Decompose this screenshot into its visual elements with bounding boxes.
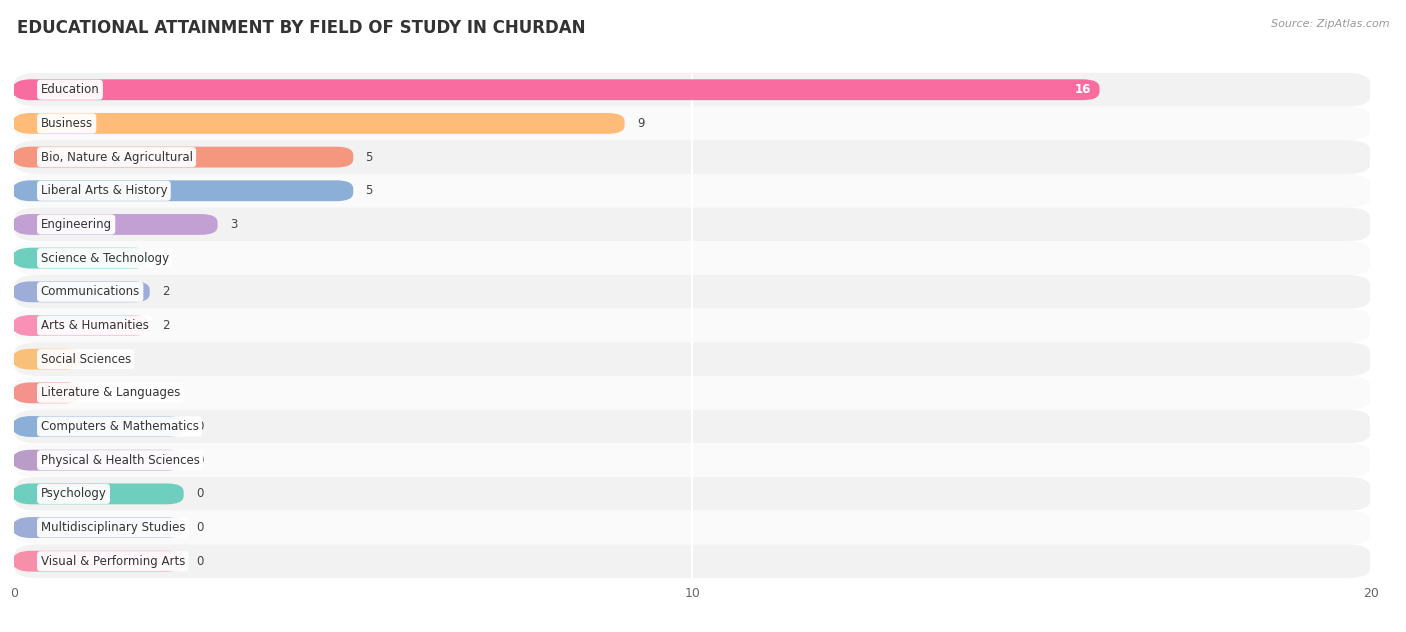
- Text: 5: 5: [366, 150, 373, 164]
- FancyBboxPatch shape: [14, 113, 624, 134]
- Text: Engineering: Engineering: [41, 218, 111, 231]
- Circle shape: [10, 183, 41, 198]
- FancyBboxPatch shape: [14, 544, 1371, 578]
- FancyBboxPatch shape: [14, 483, 184, 504]
- FancyBboxPatch shape: [14, 315, 150, 336]
- FancyBboxPatch shape: [14, 73, 1371, 107]
- FancyBboxPatch shape: [14, 281, 150, 302]
- Text: 16: 16: [1076, 83, 1091, 96]
- FancyBboxPatch shape: [14, 107, 1371, 140]
- Text: 0: 0: [195, 420, 204, 433]
- Text: 2: 2: [162, 319, 170, 332]
- Text: 0: 0: [195, 487, 204, 501]
- Text: 9: 9: [637, 117, 644, 130]
- Text: 2: 2: [162, 252, 170, 265]
- Text: 1: 1: [94, 386, 101, 399]
- FancyBboxPatch shape: [14, 382, 82, 403]
- FancyBboxPatch shape: [14, 180, 353, 201]
- Circle shape: [10, 419, 41, 434]
- Text: Education: Education: [41, 83, 100, 96]
- Text: Social Sciences: Social Sciences: [41, 353, 131, 366]
- FancyBboxPatch shape: [14, 410, 1371, 444]
- FancyBboxPatch shape: [14, 79, 1099, 100]
- Circle shape: [10, 82, 41, 97]
- Text: EDUCATIONAL ATTAINMENT BY FIELD OF STUDY IN CHURDAN: EDUCATIONAL ATTAINMENT BY FIELD OF STUDY…: [17, 19, 585, 37]
- Text: Psychology: Psychology: [41, 487, 107, 501]
- Circle shape: [10, 217, 41, 232]
- FancyBboxPatch shape: [14, 248, 150, 269]
- Text: 0: 0: [195, 521, 204, 534]
- Text: 5: 5: [366, 185, 373, 197]
- Text: Physical & Health Sciences: Physical & Health Sciences: [41, 454, 200, 466]
- Circle shape: [10, 116, 41, 131]
- Text: Visual & Performing Arts: Visual & Performing Arts: [41, 555, 186, 568]
- FancyBboxPatch shape: [14, 140, 1371, 174]
- FancyBboxPatch shape: [14, 517, 184, 538]
- FancyBboxPatch shape: [14, 477, 1371, 511]
- FancyBboxPatch shape: [14, 450, 184, 471]
- Text: Liberal Arts & History: Liberal Arts & History: [41, 185, 167, 197]
- Circle shape: [10, 554, 41, 569]
- Circle shape: [10, 487, 41, 501]
- FancyBboxPatch shape: [14, 275, 1371, 308]
- Circle shape: [10, 150, 41, 164]
- Text: Multidisciplinary Studies: Multidisciplinary Studies: [41, 521, 186, 534]
- FancyBboxPatch shape: [14, 376, 1371, 410]
- Circle shape: [10, 318, 41, 333]
- Circle shape: [10, 251, 41, 265]
- FancyBboxPatch shape: [14, 241, 1371, 275]
- Text: Science & Technology: Science & Technology: [41, 252, 169, 265]
- Text: Arts & Humanities: Arts & Humanities: [41, 319, 149, 332]
- Text: Business: Business: [41, 117, 93, 130]
- Circle shape: [10, 284, 41, 300]
- Text: Computers & Mathematics: Computers & Mathematics: [41, 420, 198, 433]
- FancyBboxPatch shape: [14, 511, 1371, 544]
- Text: 0: 0: [195, 555, 204, 568]
- Circle shape: [10, 386, 41, 400]
- Circle shape: [10, 453, 41, 468]
- Text: Source: ZipAtlas.com: Source: ZipAtlas.com: [1271, 19, 1389, 29]
- FancyBboxPatch shape: [14, 147, 353, 167]
- Text: 0: 0: [195, 454, 204, 466]
- FancyBboxPatch shape: [14, 551, 184, 572]
- Circle shape: [10, 520, 41, 535]
- FancyBboxPatch shape: [14, 214, 218, 235]
- Circle shape: [10, 351, 41, 367]
- FancyBboxPatch shape: [14, 308, 1371, 343]
- Text: 3: 3: [229, 218, 238, 231]
- FancyBboxPatch shape: [14, 207, 1371, 241]
- FancyBboxPatch shape: [14, 349, 82, 370]
- Text: Literature & Languages: Literature & Languages: [41, 386, 180, 399]
- Text: 2: 2: [162, 285, 170, 298]
- FancyBboxPatch shape: [14, 343, 1371, 376]
- Text: 1: 1: [94, 353, 101, 366]
- Text: Bio, Nature & Agricultural: Bio, Nature & Agricultural: [41, 150, 193, 164]
- FancyBboxPatch shape: [14, 444, 1371, 477]
- FancyBboxPatch shape: [14, 174, 1371, 207]
- FancyBboxPatch shape: [14, 416, 184, 437]
- Text: Communications: Communications: [41, 285, 139, 298]
